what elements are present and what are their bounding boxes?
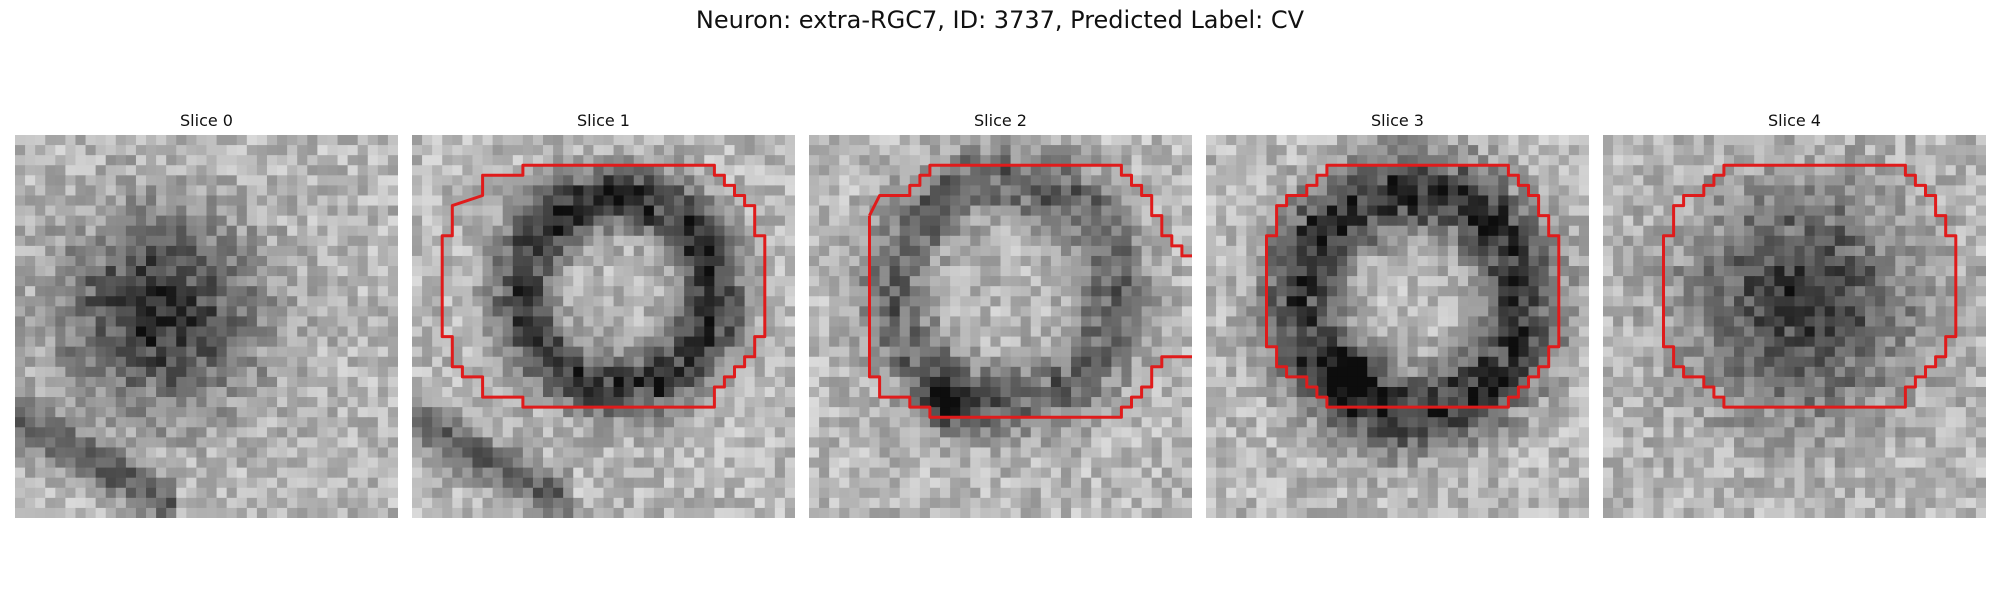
segmentation-contour bbox=[1662, 163, 1958, 409]
slice-image-4 bbox=[1603, 135, 1986, 518]
slice-panel-0: Slice 0 bbox=[15, 109, 398, 518]
segmentation-contour-lower bbox=[868, 215, 1192, 419]
slice-title-4: Slice 4 bbox=[1768, 111, 1821, 130]
segmentation-contour bbox=[1265, 163, 1561, 409]
slice-image-2 bbox=[809, 135, 1192, 518]
slice-title-1: Slice 1 bbox=[577, 111, 630, 130]
slice-title-2: Slice 2 bbox=[974, 111, 1027, 130]
slice-image-1 bbox=[412, 135, 795, 518]
slice-title-3: Slice 3 bbox=[1371, 111, 1424, 130]
slice-image-0 bbox=[15, 135, 398, 518]
slice-panel-1: Slice 1 bbox=[412, 109, 795, 518]
slice-panel-2: Slice 2 bbox=[809, 109, 1192, 518]
slice-panel-3: Slice 3 bbox=[1206, 109, 1589, 518]
slice-panel-4: Slice 4 bbox=[1603, 109, 1986, 518]
slice-title-0: Slice 0 bbox=[180, 111, 233, 130]
segmentation-contour bbox=[868, 163, 1192, 258]
figure-title: Neuron: extra-RGC7, ID: 3737, Predicted … bbox=[695, 6, 1305, 34]
slice-image-3 bbox=[1206, 135, 1589, 518]
segmentation-contour bbox=[440, 163, 767, 409]
